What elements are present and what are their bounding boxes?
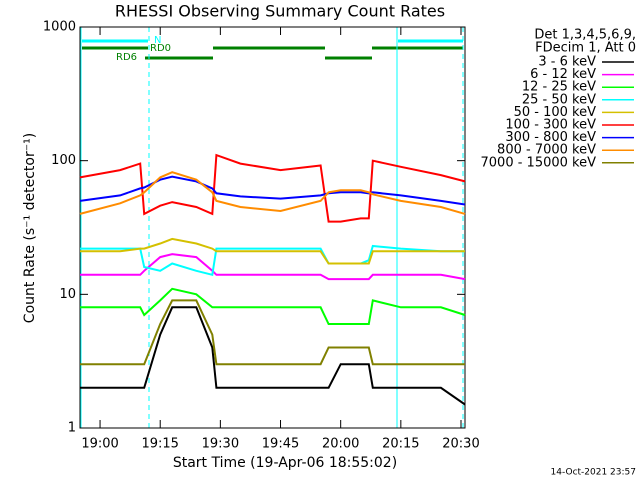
x-tick-label: 19:00 xyxy=(81,437,118,452)
flag-bars: N RD0 RD6 xyxy=(80,27,464,428)
legend-label: 800 - 7000 keV xyxy=(497,143,596,158)
legend-label: 12 - 25 keV xyxy=(522,80,596,95)
series-line xyxy=(80,244,465,277)
series-line xyxy=(79,153,466,223)
legend-header: FDecim 1, Att 0 xyxy=(535,41,636,56)
annotation: RD0 xyxy=(150,43,171,54)
timestamp: 14-Oct-2021 23:57 xyxy=(551,468,636,478)
chart-title: RHESSI Observing Summary Count Rates xyxy=(115,2,445,21)
series-line xyxy=(80,237,465,265)
annotation: RD6 xyxy=(116,52,137,63)
legend-label: 300 - 800 keV xyxy=(505,130,596,145)
legend-header: Det 1,3,4,5,6,9, xyxy=(534,28,636,43)
x-tick-label: 19:30 xyxy=(202,437,239,452)
legend-label: 7000 - 15000 keV xyxy=(481,155,597,170)
x-tick-label: 19:45 xyxy=(262,437,299,452)
legend-label: 50 - 100 keV xyxy=(514,105,597,120)
x-tick-label: 20:30 xyxy=(442,437,479,452)
legend-label: 6 - 12 keV xyxy=(530,67,596,82)
y-tick-label: 10 xyxy=(59,287,76,302)
x-tick-label: 20:00 xyxy=(322,437,359,452)
x-tick-label: 20:15 xyxy=(382,437,419,452)
y-tick-label: 100 xyxy=(51,153,76,168)
legend-label: 3 - 6 keV xyxy=(538,55,596,70)
y-tick-label: 1000 xyxy=(43,20,76,35)
series-line xyxy=(80,306,466,406)
series-line xyxy=(79,171,466,215)
plot-frame xyxy=(79,26,466,429)
y-axis-label: Count Rate (s⁻¹ detector⁻¹) xyxy=(22,133,38,323)
x-axis-label: Start Time (19-Apr-06 18:55:02) xyxy=(173,455,397,471)
series-line xyxy=(80,299,465,366)
legend-label: 100 - 300 keV xyxy=(505,118,596,133)
series-line xyxy=(79,175,466,206)
x-tick-label: 19:15 xyxy=(141,437,178,452)
legend-label: 25 - 50 keV xyxy=(522,92,596,107)
series-line xyxy=(80,287,466,325)
annotation: N xyxy=(154,35,161,46)
y-tick-label: 1 xyxy=(68,421,76,436)
